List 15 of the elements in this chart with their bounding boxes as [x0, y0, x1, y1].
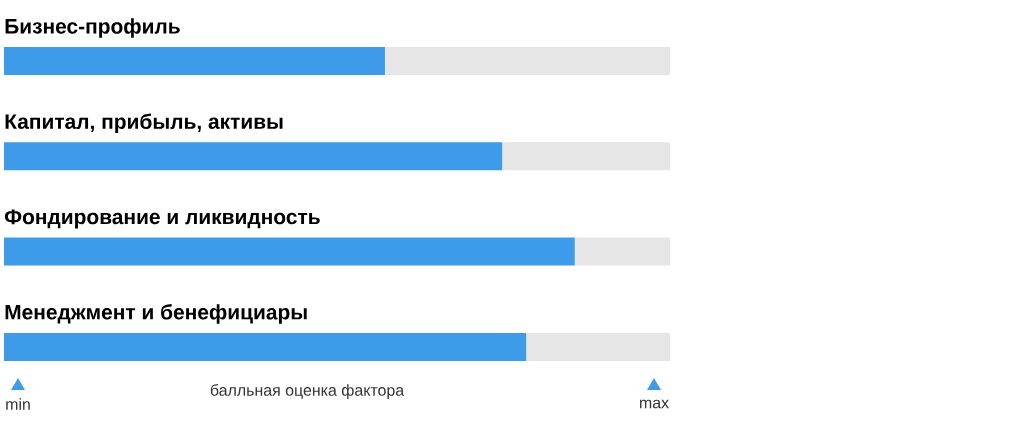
bar — [4, 237, 575, 266]
text: max — [640, 399, 669, 409]
y-tick-label: Менеджмент и бенефициары — [5, 304, 307, 324]
bar — [574, 237, 671, 266]
bar — [4, 332, 527, 361]
y-tick-label: Капитал, прибыль, активы — [5, 113, 283, 134]
bar — [526, 332, 671, 361]
bar — [384, 47, 671, 76]
y-tick-label: Бизнес-профиль — [5, 18, 180, 38]
bar — [502, 142, 671, 171]
y-tick-label: Фондирование и ликвидность — [4, 209, 320, 229]
x-axis-title: балльная оценка фактора — [210, 384, 405, 400]
text: min — [6, 398, 30, 410]
bar — [4, 142, 503, 171]
bar — [4, 47, 385, 76]
